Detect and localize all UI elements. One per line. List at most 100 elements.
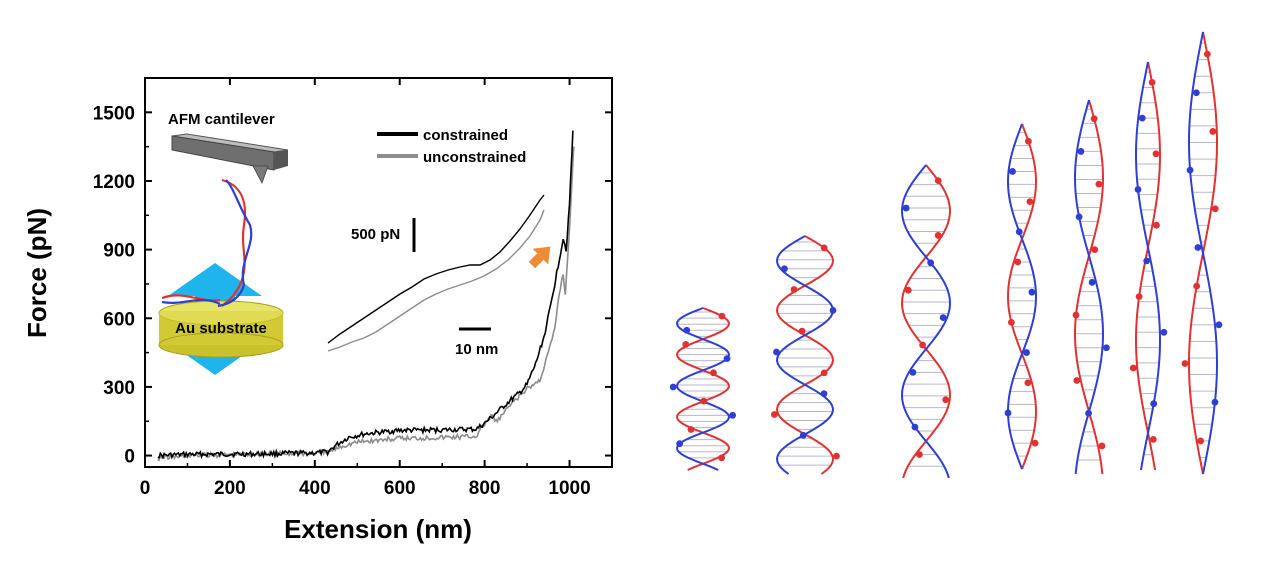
substrate-label: Au substrate	[175, 320, 267, 337]
phosphate-blob	[1024, 137, 1032, 145]
y-tick-label: 0	[124, 447, 135, 468]
phosphate-blob	[710, 369, 717, 377]
plot-frame	[144, 77, 613, 468]
phosphate-blob	[683, 326, 691, 334]
phosphate-blob	[1150, 400, 1158, 408]
x-tick-label: 200	[214, 478, 246, 499]
phosphate-blob	[1009, 168, 1016, 175]
phosphate-blob	[1015, 228, 1023, 236]
phosphate-blob	[781, 265, 788, 273]
phosphate-blob	[1138, 114, 1146, 122]
x-axis-ticks: 0 200 400 600 800 1000	[140, 78, 591, 499]
phosphate-blob	[729, 411, 737, 419]
phosphate-blob	[798, 327, 806, 335]
legend: constrained unconstrained	[377, 127, 526, 166]
phosphate-blob	[1024, 379, 1032, 387]
cantilever-label: AFM cantilever	[168, 111, 275, 128]
phosphate-blob	[820, 369, 828, 377]
phosphate-blob	[1129, 364, 1137, 372]
phosphate-blob	[934, 232, 942, 239]
phosphate-blob	[1072, 311, 1080, 319]
phosphate-blob	[723, 355, 731, 363]
phosphate-blob	[687, 426, 695, 433]
phosphate-blob	[1028, 288, 1036, 296]
phosphate-blob	[682, 341, 690, 348]
zoom-trace-unconstrained	[327, 209, 545, 352]
phosphate-blob	[1075, 213, 1083, 221]
phosphate-blob	[1186, 166, 1194, 174]
phosphate-blob	[1085, 409, 1092, 417]
phosphate-blob	[1026, 198, 1034, 206]
phosphate-blob	[1007, 318, 1015, 326]
phosphate-blob	[1095, 180, 1103, 188]
phosphate-blob	[669, 383, 677, 391]
phosphate-blob	[927, 259, 935, 267]
phosphate-blob	[1004, 409, 1012, 417]
x-tick-label: 400	[299, 478, 331, 499]
phosphate-blob	[799, 431, 807, 439]
phosphate-blob	[1193, 282, 1201, 290]
afm-cantilever-icon	[171, 133, 289, 184]
dna-tether-icon	[161, 178, 253, 308]
phosphate-blob	[942, 396, 950, 404]
phosphate-blob	[820, 244, 828, 252]
phosphate-blob	[1031, 439, 1039, 447]
phosphate-blob	[833, 452, 840, 460]
phosphate-blob	[1077, 148, 1085, 155]
phosphate-blob	[718, 454, 726, 462]
phosphate-blob	[1073, 377, 1081, 384]
y-tick-label: 1200	[93, 172, 135, 193]
y-tick-label: 300	[103, 378, 135, 399]
force-extension-plot: 0 300 600 900 1200 1500 0 200 400 600 800 1000 Ext…	[22, 77, 613, 544]
force-scale-bar-label: 500 pN	[351, 226, 400, 243]
dna-strand-red	[1006, 123, 1037, 470]
y-tick-label: 1500	[93, 103, 135, 124]
phosphate-blob	[1103, 344, 1110, 352]
x-axis-title: Extension (nm)	[284, 514, 472, 544]
phosphate-blob	[790, 286, 798, 293]
dna-helix-icon	[770, 235, 840, 475]
transition-arrow-icon	[528, 246, 551, 269]
phosphate-blob	[1149, 436, 1157, 443]
phosphate-blob	[911, 423, 919, 431]
y-axis-ticks: 0 300 600 900 1200 1500	[93, 103, 612, 468]
phosphate-blob	[1211, 398, 1219, 406]
phosphate-blob	[676, 440, 684, 448]
x-tick-label: 800	[469, 478, 501, 499]
x-tick-label: 1000	[548, 478, 590, 499]
phosphate-blob	[1209, 128, 1217, 135]
phosphate-blob	[829, 306, 837, 314]
phosphate-blob	[1014, 258, 1022, 266]
phosphate-blob	[1091, 246, 1099, 254]
phosphate-blob	[1153, 221, 1160, 229]
dna-helix-icon	[669, 307, 737, 471]
phosphate-blob	[700, 397, 708, 405]
extension-scale-bar-label: 10 nm	[455, 341, 498, 358]
x-tick-label: 0	[140, 478, 151, 499]
phosphate-blob	[916, 451, 923, 458]
y-tick-label: 900	[103, 241, 135, 262]
phosphate-blob	[1090, 115, 1098, 123]
y-tick-label: 600	[103, 309, 135, 330]
series-line-constrained	[157, 130, 574, 460]
phosphate-blob	[1160, 328, 1168, 336]
phosphate-blob	[1192, 89, 1200, 97]
phosphate-blob	[1143, 257, 1151, 265]
phosphate-blob	[773, 348, 780, 356]
dna-strand-red	[901, 164, 951, 479]
phosphate-blob	[904, 286, 912, 294]
series-line-unconstrained	[157, 146, 575, 462]
phosphate-blob	[902, 204, 910, 212]
dna-helix-icon	[1129, 61, 1168, 471]
phosphate-blob	[770, 411, 778, 418]
dna-helix-icon	[1072, 99, 1110, 475]
phosphate-blob	[1197, 437, 1205, 445]
phosphate-blob	[718, 312, 726, 320]
dna-helix-icon	[1181, 31, 1223, 475]
dna-helix-icon	[901, 164, 951, 479]
phosphate-blob	[1098, 442, 1106, 450]
phosphate-blob	[1023, 349, 1030, 356]
x-tick-label: 600	[384, 478, 416, 499]
phosphate-blob	[1181, 360, 1189, 367]
